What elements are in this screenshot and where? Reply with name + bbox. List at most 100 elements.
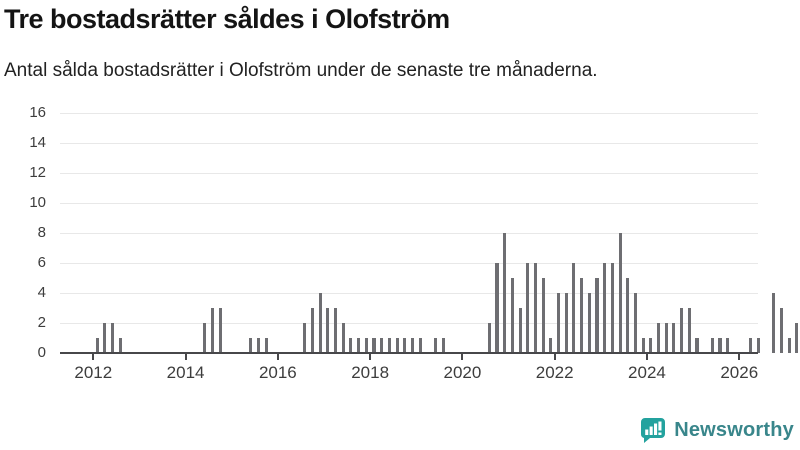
y-axis-label: 12: [29, 164, 46, 181]
bar: [503, 233, 507, 353]
bar: [726, 338, 730, 353]
page-title: Tre bostadsrätter såldes i Olofström: [4, 4, 450, 34]
x-axis-line: [60, 352, 758, 354]
x-axis-tick: [461, 354, 464, 360]
bar: [756, 338, 761, 353]
bar: [510, 278, 514, 353]
bar: [649, 338, 653, 353]
x-axis-label: 2022: [535, 363, 574, 382]
bar: [618, 233, 622, 353]
bar: [780, 308, 784, 353]
plot-area: [60, 113, 799, 354]
bar: [357, 338, 361, 353]
bar: [680, 308, 684, 353]
bar: [572, 263, 576, 353]
bar: [749, 338, 753, 353]
y-axis-label: 8: [37, 224, 46, 241]
bar: [564, 293, 568, 353]
x-axis-tick: [369, 354, 372, 360]
y-axis-label: 14: [29, 134, 46, 151]
gridline: [60, 143, 758, 144]
x-axis-label: 2026: [720, 363, 759, 382]
gridline: [60, 113, 758, 114]
bar: [203, 323, 207, 353]
bar: [518, 308, 522, 353]
bar: [364, 338, 368, 353]
bar: [118, 338, 122, 353]
newsworthy-logo: Newsworthy: [639, 416, 794, 444]
bar: [380, 338, 384, 353]
bar: [533, 263, 538, 353]
bar: [526, 263, 530, 353]
gridline: [60, 203, 758, 204]
bar: [264, 338, 268, 353]
bar: [387, 338, 391, 353]
bar: [795, 323, 799, 353]
bar: [610, 263, 614, 353]
gridline: [60, 323, 758, 324]
bar: [318, 293, 322, 353]
x-axis-label: 2014: [166, 363, 205, 382]
bar: [672, 323, 676, 353]
bar: [787, 338, 791, 353]
x-axis-tick: [645, 354, 648, 360]
y-axis-label: 6: [37, 254, 46, 271]
gridline: [60, 233, 758, 234]
bar: [395, 338, 399, 353]
bar: [626, 278, 630, 353]
bar: [710, 338, 714, 353]
bar: [656, 323, 661, 353]
bar: [218, 308, 222, 353]
bar: [210, 308, 215, 353]
bar: [441, 338, 445, 353]
bar: [695, 338, 699, 353]
bar: [310, 308, 314, 353]
bar: [257, 338, 261, 353]
bar: [303, 323, 307, 353]
bar: [603, 263, 607, 353]
x-axis-tick: [92, 354, 95, 360]
bar: [664, 323, 668, 353]
y-axis-label: 10: [29, 194, 46, 211]
bar: [687, 308, 691, 353]
bar-chart-speech-bubble-icon: [639, 416, 667, 444]
chart-subtitle: Antal sålda bostadsrätter i Olofström un…: [4, 60, 598, 81]
bar: [103, 323, 107, 353]
bar: [556, 293, 561, 353]
gridline: [60, 293, 758, 294]
bar: [433, 338, 438, 353]
bar: [495, 263, 499, 353]
bar: [326, 308, 330, 353]
y-axis-label: 16: [29, 104, 46, 121]
bar: [641, 338, 645, 353]
bar: [349, 338, 353, 353]
logo-text: Newsworthy: [674, 418, 794, 441]
bar: [95, 338, 99, 353]
bar: [403, 338, 407, 353]
bar: [341, 323, 345, 353]
x-axis-label: 2012: [74, 363, 113, 382]
bar: [772, 293, 776, 353]
x-axis-label: 2024: [628, 363, 666, 382]
x-axis-label: 2016: [258, 363, 297, 382]
gridline: [60, 173, 758, 174]
x-axis-label: 2020: [443, 363, 482, 382]
x-axis-tick: [184, 354, 187, 360]
x-axis-label: 2018: [351, 363, 390, 382]
y-axis-label: 0: [37, 344, 46, 361]
bar: [541, 278, 545, 353]
bar: [595, 278, 599, 353]
bar: [549, 338, 553, 353]
bar: [249, 338, 253, 353]
bar: [633, 293, 637, 353]
bar: [410, 338, 414, 353]
bar: [333, 308, 338, 353]
bar: [718, 338, 722, 353]
bar: [372, 338, 376, 353]
x-axis-tick: [276, 354, 279, 360]
bar: [110, 323, 115, 353]
y-axis-label: 4: [37, 284, 46, 301]
gridline: [60, 263, 758, 264]
y-axis-label: 2: [37, 314, 46, 331]
